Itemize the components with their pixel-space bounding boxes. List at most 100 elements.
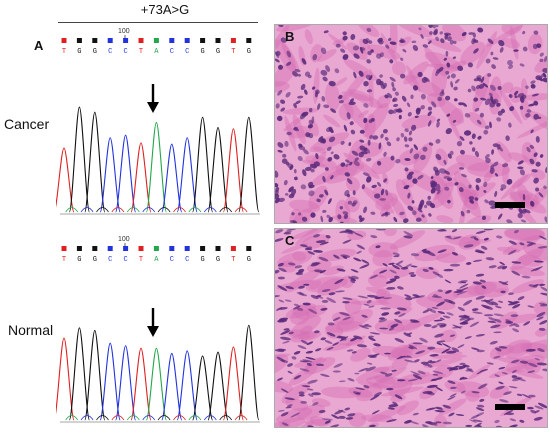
- nucleus: [442, 404, 452, 409]
- trace-peak: [84, 111, 106, 213]
- nucleus: [348, 276, 357, 282]
- nucleus: [444, 290, 452, 294]
- nucleus: [280, 412, 289, 417]
- nucleus: [310, 294, 319, 300]
- nucleus: [384, 352, 391, 355]
- nucleus: [410, 94, 414, 99]
- nucleus: [526, 146, 531, 153]
- nucleus: [399, 39, 404, 43]
- nucleus: [484, 125, 490, 130]
- nucleus: [525, 112, 531, 118]
- nucleus: [542, 77, 547, 83]
- nucleus: [351, 150, 359, 156]
- nucleus: [288, 186, 294, 193]
- stroma-patch: [424, 51, 463, 72]
- nucleus: [396, 260, 404, 265]
- nucleus: [494, 374, 500, 378]
- stroma-patch: [298, 420, 315, 427]
- trace-noise: [173, 207, 186, 213]
- base-letter: T: [62, 48, 66, 56]
- nucleus: [417, 71, 423, 78]
- nucleus: [301, 385, 311, 388]
- nucleus: [352, 190, 356, 196]
- nucleus: [475, 249, 485, 254]
- nucleus: [277, 409, 285, 412]
- stroma-patch: [346, 42, 368, 61]
- stroma-patch: [285, 268, 323, 293]
- nucleus: [539, 58, 544, 63]
- nucleus: [411, 124, 417, 131]
- nucleus: [467, 62, 473, 68]
- nucleus: [530, 80, 536, 84]
- stroma-patch: [511, 279, 544, 294]
- nucleus: [318, 136, 324, 142]
- nucleus: [479, 112, 485, 118]
- trace-noise: [126, 207, 140, 213]
- nucleus: [407, 332, 413, 336]
- nucleus: [536, 316, 544, 321]
- base-marker: [153, 38, 159, 43]
- nucleus: [386, 387, 394, 391]
- nucleus: [442, 315, 451, 319]
- nucleus: [403, 184, 410, 190]
- scale-bar: [495, 404, 525, 410]
- stroma-patch: [489, 385, 509, 399]
- base-letter: T: [231, 48, 235, 56]
- nucleus: [540, 303, 547, 307]
- stroma-patch: [433, 173, 458, 187]
- trace-noise: [65, 207, 79, 213]
- nucleus: [354, 372, 360, 375]
- nucleus: [449, 263, 461, 267]
- stroma-patch: [301, 234, 330, 250]
- nucleus: [498, 39, 505, 47]
- nucleus: [415, 217, 422, 222]
- nucleus: [277, 89, 283, 96]
- nucleus: [377, 181, 382, 187]
- nucleus: [400, 132, 405, 138]
- nucleus: [483, 129, 489, 135]
- trace-noise: [111, 415, 125, 421]
- stroma-patch: [305, 276, 348, 293]
- nucleus: [527, 362, 538, 368]
- nucleus: [535, 136, 540, 143]
- nucleus: [314, 91, 319, 98]
- nucleus: [498, 300, 504, 303]
- nucleus: [453, 86, 458, 91]
- nucleus: [519, 419, 525, 423]
- nucleus: [542, 67, 547, 74]
- nucleus: [471, 391, 480, 394]
- nucleus: [369, 424, 376, 427]
- nucleus: [528, 103, 536, 107]
- nucleus: [284, 397, 295, 401]
- nucleus: [340, 140, 345, 145]
- nucleus: [296, 307, 304, 311]
- nucleus: [435, 359, 442, 363]
- base-letter: T: [62, 256, 66, 264]
- stroma-patch: [328, 33, 348, 50]
- nucleus: [472, 419, 483, 423]
- stroma-patch: [373, 366, 390, 373]
- nucleus: [404, 294, 412, 298]
- nucleus: [445, 50, 449, 57]
- nucleus: [427, 359, 433, 364]
- nucleus: [292, 71, 299, 77]
- nucleus: [324, 189, 329, 196]
- nucleus: [298, 212, 302, 216]
- nucleus: [393, 103, 399, 108]
- nucleus: [412, 374, 423, 380]
- nucleus: [342, 35, 348, 41]
- nucleus: [483, 181, 488, 188]
- nucleus: [489, 84, 496, 91]
- stroma-patch: [332, 38, 347, 46]
- nucleus: [454, 98, 458, 102]
- base-letter: G: [216, 256, 220, 264]
- nucleus: [533, 416, 543, 421]
- nucleus: [422, 309, 430, 314]
- nucleus: [427, 106, 433, 111]
- nucleus: [521, 393, 532, 399]
- nucleus: [362, 172, 370, 177]
- nucleus: [496, 117, 502, 122]
- nucleus: [454, 182, 459, 186]
- stroma-patch: [372, 345, 413, 359]
- nucleus: [472, 281, 482, 285]
